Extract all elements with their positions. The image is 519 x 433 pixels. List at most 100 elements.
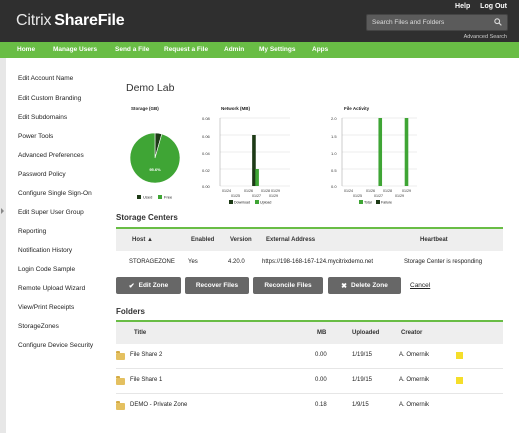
table-row[interactable]: STORAGEZONE Yes 4.20.0 https://198-168-1… [116,251,503,273]
y-tick: 0.06 [202,134,211,139]
section-divider [116,320,503,322]
col-creator[interactable]: Creator [401,330,423,336]
y-tick: 0.00 [202,184,211,189]
bar-download [252,135,256,186]
x-tick: 01/26 [244,189,253,193]
sidebar-item-advanced-preferences[interactable]: Advanced Preferences [18,152,84,159]
legend-swatch-failure [376,200,380,204]
cancel-link[interactable]: Cancel [410,282,431,289]
cell-heartbeat: Storage Center is responding [404,259,483,265]
legend-swatch-used [137,195,141,199]
legend-swatch-download [229,200,233,204]
sidebar-item-reporting[interactable]: Reporting [18,228,47,235]
cell-title[interactable]: File Share 2 [130,352,163,358]
folders-title: Folders [116,307,145,316]
sidebar-item-remote-upload-wizard[interactable]: Remote Upload Wizard [18,285,86,292]
cell-title[interactable]: File Share 1 [130,377,163,383]
logout-link[interactable]: Log Out [480,3,507,10]
bar-total [378,118,383,186]
nav-admin[interactable]: Admin [224,46,245,53]
y-tick: 0.04 [202,151,211,156]
search-icon[interactable] [494,18,502,26]
folder-icon [116,401,125,410]
x-tick: 01/26 [366,189,375,193]
citrix-sharefile-logo[interactable]: Citrix ShareFile [16,12,125,30]
checkmark-icon: ✔ [128,282,135,290]
legend-label-total: Total [364,201,372,205]
cell-version: 4.20.0 [228,259,245,265]
search-input[interactable] [367,15,489,30]
col-heartbeat[interactable]: Heartbeat [420,237,448,243]
note-icon[interactable] [456,377,463,384]
delete-zone-button[interactable]: ✖ Delete Zone [328,277,401,294]
sidebar-item-configure-sso[interactable]: Configure Single Sign-On [18,190,92,197]
y-tick: 0.5 [331,168,337,173]
page-title: Demo Lab [126,82,175,94]
sidebar-item-edit-super-user-group[interactable]: Edit Super User Group [18,209,84,216]
network-bar-chart: 0.08 0.06 0.04 0.02 0.00 01/24 01/26 01/… [202,116,290,205]
y-tick: 2.0 [331,116,337,121]
nav-apps[interactable]: Apps [312,46,329,53]
col-title[interactable]: Title [134,330,147,336]
sidebar-item-edit-subdomains[interactable]: Edit Subdomains [18,114,68,121]
legend-swatch-upload [255,200,259,204]
table-row[interactable]: File Share 1 0.00 1/19/15 A. Omernik [116,369,503,393]
col-enabled[interactable]: Enabled [191,237,215,243]
col-host[interactable]: Host ▲ [132,237,153,243]
pie-center-label: 95.6% [149,167,161,172]
col-mb[interactable]: MB [317,330,327,336]
x-tick: 01/29 [269,194,278,198]
cell-creator: A. Omernik [399,377,430,383]
sidebar-item-configure-device-security[interactable]: Configure Device Security [18,342,94,349]
sidebar-collapse-strip[interactable] [0,58,6,433]
col-version[interactable]: Version [230,237,252,243]
cell-mb: 0.00 [315,377,327,383]
nav-my-settings[interactable]: My Settings [259,46,296,53]
nav-send-a-file[interactable]: Send a File [115,46,150,53]
main-nav: Home Manage Users Send a File Request a … [0,42,519,58]
file-activity-bar-chart: 2.0 1.5 1.0 0.5 0.0 01/24 01/26 01/28 01… [331,116,417,205]
recover-files-button[interactable]: Recover Files [185,277,249,294]
sidebar-item-password-policy[interactable]: Password Policy [18,171,66,178]
nav-request-a-file[interactable]: Request a File [164,46,209,53]
search-box[interactable] [366,14,508,31]
y-tick: 1.0 [331,151,337,156]
folder-icon [116,376,125,385]
cell-creator: A. Omernik [399,402,430,408]
sidebar-item-edit-account-name[interactable]: Edit Account Name [18,75,74,82]
folders-header-row: Title MB Uploaded Creator [116,322,503,344]
legend-label-upload: Upload [260,201,271,205]
col-external-address[interactable]: External Address [266,237,316,243]
nav-home[interactable]: Home [17,46,36,53]
expand-arrow-icon[interactable] [1,208,4,214]
cell-creator: A. Omernik [399,352,430,358]
sidebar-item-power-tools[interactable]: Power Tools [18,133,54,140]
storage-pie-chart: 95.6% Used Free [129,132,181,200]
sidebar-item-storagezones[interactable]: StorageZones [18,323,59,330]
help-link[interactable]: Help [455,3,471,10]
cell-title[interactable]: DEMO - Private Zone [130,402,188,408]
sidebar-item-view-print-receipts[interactable]: View/Print Receipts [18,304,75,311]
sidebar-item-edit-custom-branding[interactable]: Edit Custom Branding [18,95,82,102]
storage-chart-title: Storage (GB) [131,106,159,111]
cell-mb: 0.00 [315,352,327,358]
admin-sidebar: Edit Account Name Edit Custom Branding E… [0,58,110,433]
sidebar-item-notification-history[interactable]: Notification History [18,247,73,254]
col-host-label: Host [132,237,146,243]
col-uploaded[interactable]: Uploaded [352,330,380,336]
pie-slice-free [129,132,181,184]
edit-zone-button[interactable]: ✔ Edit Zone [116,277,181,294]
bar-total [404,118,409,186]
table-row[interactable]: File Share 2 0.00 1/19/15 A. Omernik [116,344,503,368]
note-icon[interactable] [456,352,463,359]
cell-uploaded: 1/19/15 [352,377,373,383]
nav-manage-users[interactable]: Manage Users [53,46,98,53]
x-tick: 01/27 [374,194,383,198]
reconcile-files-button[interactable]: Reconcile Files [253,277,323,294]
legend-swatch-free [158,195,162,199]
advanced-search-link[interactable]: Advanced Search [463,34,507,40]
sidebar-item-login-code-sample[interactable]: Login Code Sample [18,266,76,273]
cell-uploaded: 1/9/15 [352,402,369,408]
x-tick: 01/25 [231,194,240,198]
table-row[interactable]: DEMO - Private Zone 0.18 1/9/15 A. Omern… [116,394,503,418]
